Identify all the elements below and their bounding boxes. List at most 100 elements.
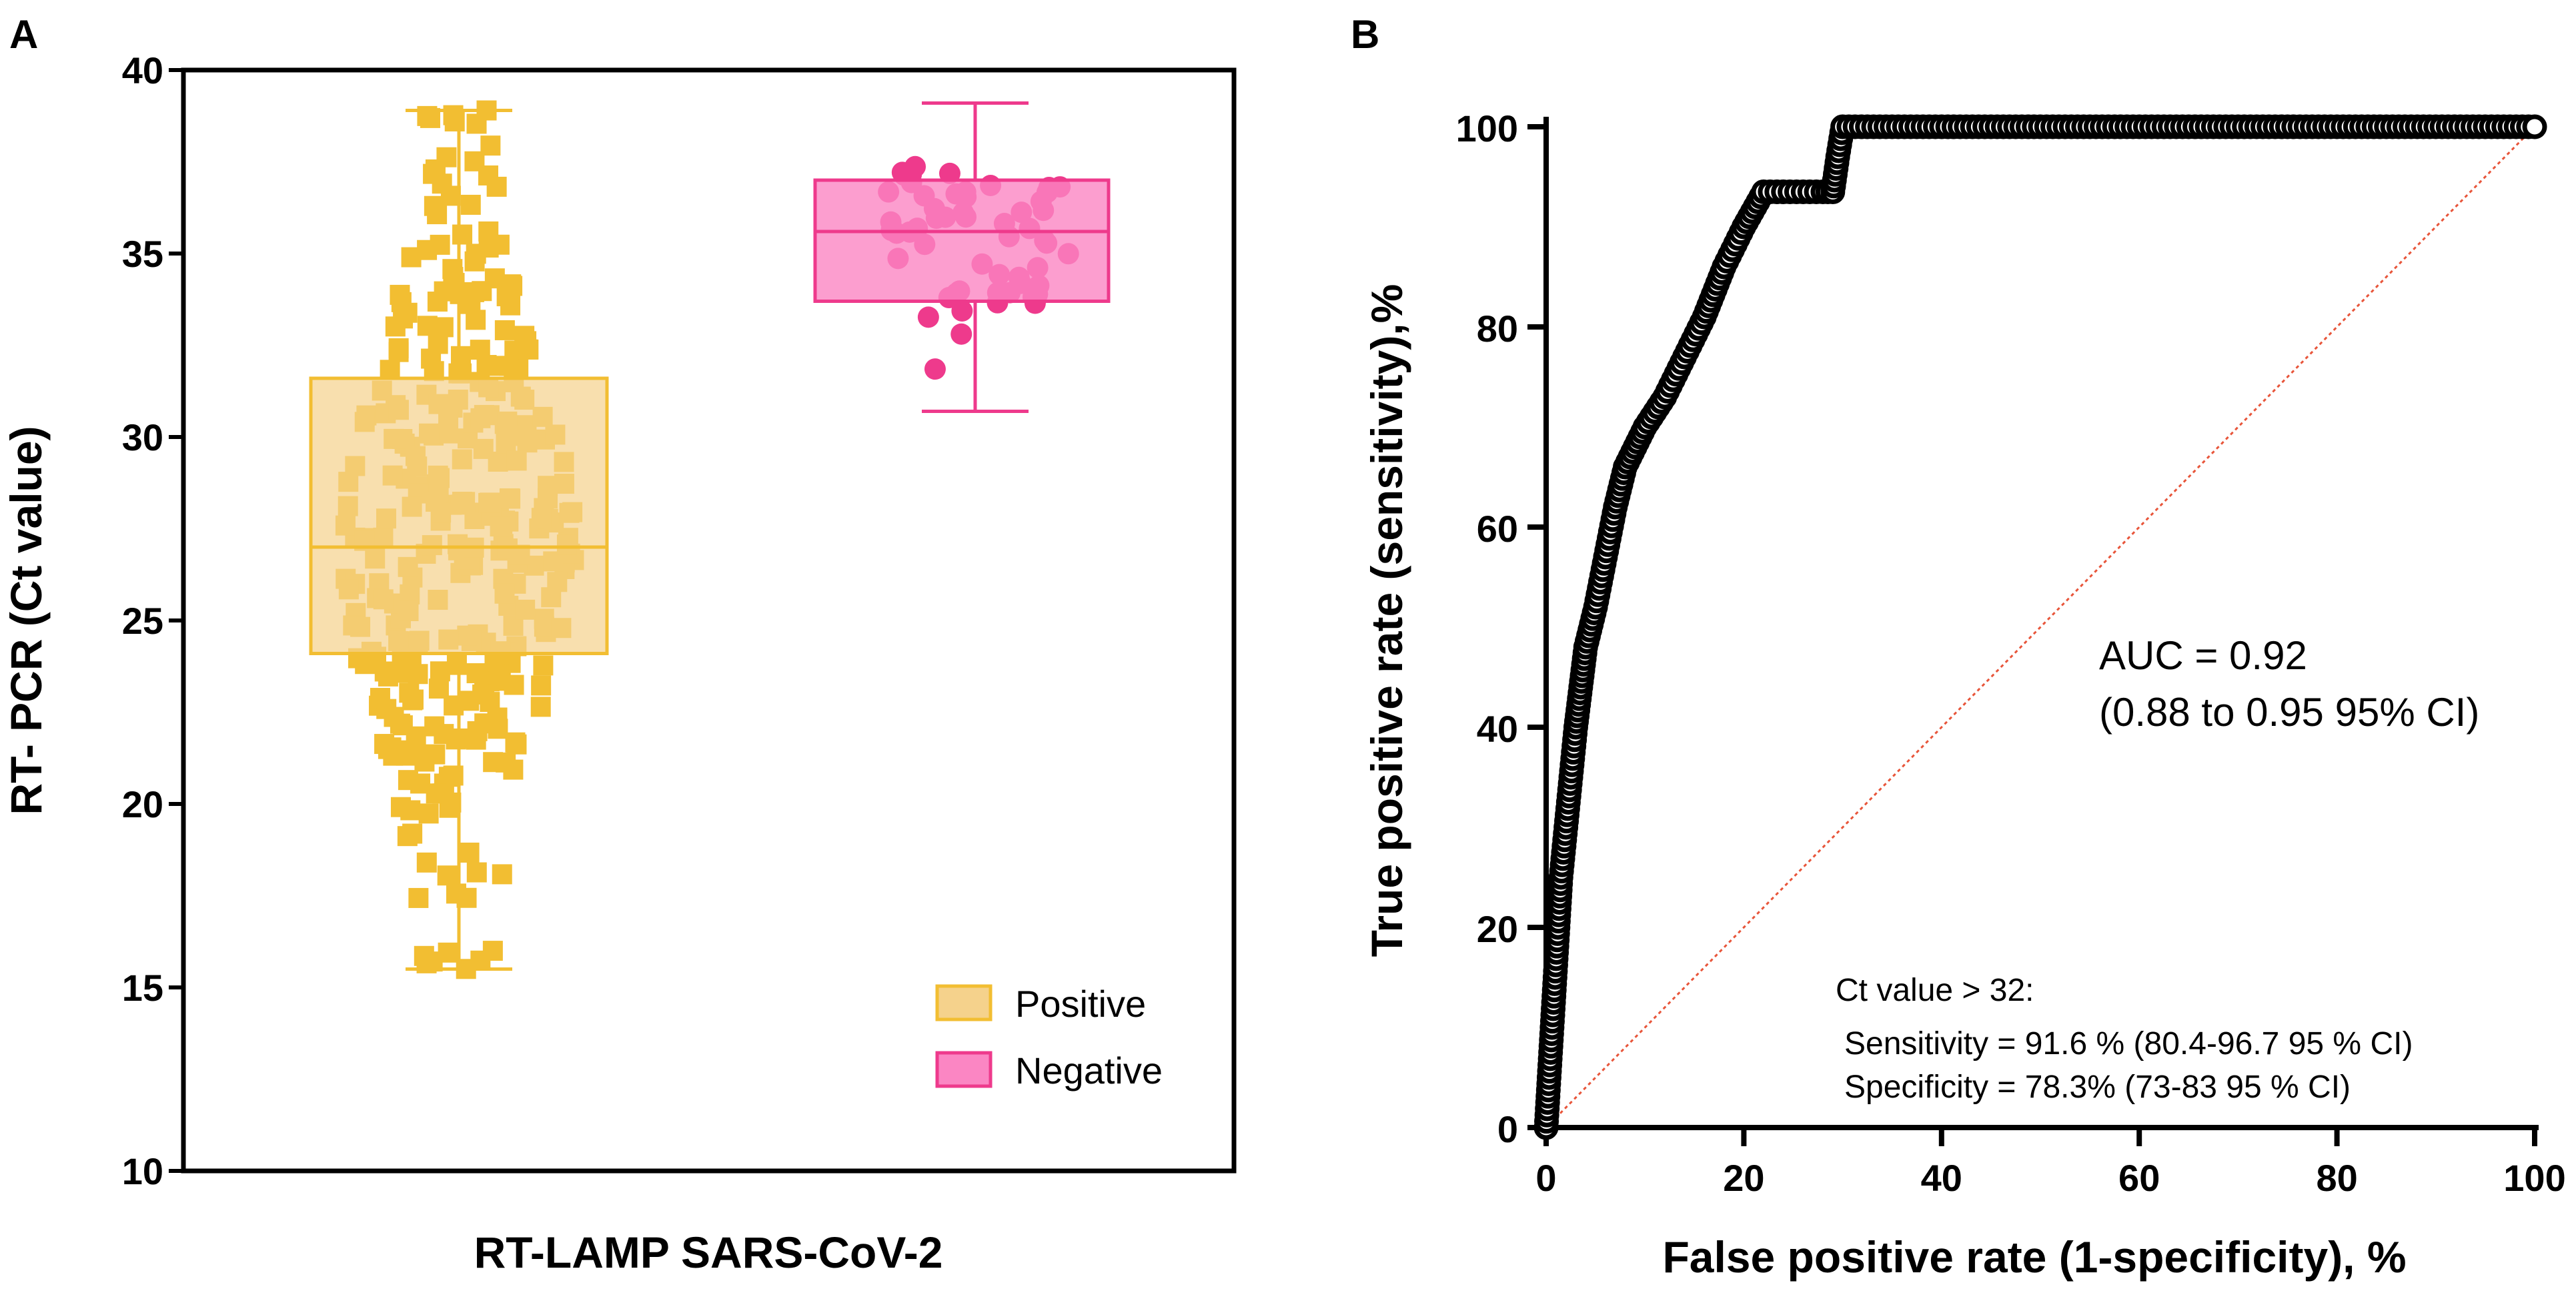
- data-point-positive: [452, 224, 473, 245]
- data-point-positive: [516, 331, 537, 352]
- data-point-positive: [492, 864, 512, 885]
- data-point-positive: [531, 675, 552, 696]
- y-axis-ticks: 10 15 20 25 30 35 40: [122, 49, 183, 1192]
- data-point-positive: [436, 147, 457, 167]
- positive-box: [309, 109, 609, 971]
- legend-swatch-negative: [935, 1051, 993, 1088]
- data-point-positive: [378, 739, 398, 759]
- data-point-positive: [533, 655, 554, 676]
- data-point-positive: [466, 862, 487, 883]
- y-axis-title-b: True positive rate (sensitivity),%: [1362, 284, 1411, 957]
- x-tick-label-b: 20: [1723, 1157, 1764, 1199]
- data-point-positive: [390, 284, 410, 305]
- negative-box: [813, 101, 1111, 413]
- data-point-positive: [406, 743, 426, 764]
- y-tick-label-b: 40: [1477, 708, 1518, 750]
- data-point-positive: [408, 887, 429, 908]
- y-tick-label-a: 10: [122, 1150, 163, 1192]
- data-point-positive: [402, 823, 423, 844]
- data-point-positive: [434, 724, 454, 745]
- panel-a-letter: A: [9, 12, 38, 57]
- specificity-label: Specificity = 78.3% (73-83 95 % CI): [1844, 1069, 2351, 1105]
- x-axis-title-a: RT-LAMP SARS-CoV-2: [474, 1228, 943, 1277]
- y-tick-label-a: 25: [122, 600, 163, 642]
- box-iqr: [309, 376, 609, 655]
- x-tick-label-b: 100: [2503, 1157, 2565, 1199]
- y-tick-label-a: 20: [122, 783, 163, 825]
- data-point-negative: [891, 161, 913, 183]
- data-point-positive: [490, 671, 511, 691]
- y-tick-label-b: 80: [1477, 308, 1518, 350]
- data-point-positive: [416, 852, 437, 873]
- data-point-positive: [433, 317, 454, 338]
- reference-line: [1545, 125, 2536, 1129]
- x-tick-label-b: 60: [2118, 1157, 2160, 1199]
- x-tick-label-b: 0: [1535, 1157, 1556, 1199]
- y-tick-label-a: 35: [122, 233, 163, 275]
- data-point-positive: [424, 195, 444, 216]
- data-point-positive: [483, 752, 504, 773]
- data-point-positive: [476, 355, 497, 376]
- panel-b: B 0 20 40 60 80 100 0 20 40 60 80 100 True positive…: [1351, 12, 2566, 1282]
- data-point-positive: [466, 310, 486, 330]
- data-point-positive: [446, 655, 467, 675]
- data-point-positive: [459, 842, 480, 863]
- data-point-positive: [402, 690, 423, 711]
- data-point-positive: [418, 803, 439, 824]
- box-iqr: [813, 178, 1111, 303]
- sensitivity-label: Sensitivity = 91.6 % (80.4-96.7 95 % CI): [1844, 1026, 2413, 1061]
- data-point-positive: [426, 783, 446, 804]
- data-point-positive: [464, 251, 485, 272]
- y-tick-label-b: 0: [1497, 1108, 1518, 1150]
- roc-axes: 0 20 40 60 80 100 0 20 40 60 80 100: [1456, 107, 2566, 1199]
- data-point-positive: [472, 684, 493, 705]
- data-point-positive: [460, 194, 481, 215]
- data-point-positive: [444, 695, 464, 716]
- data-point-positive: [390, 797, 411, 817]
- data-point-positive: [482, 941, 503, 961]
- legend-label-negative: Negative: [1015, 1049, 1163, 1092]
- data-point-positive: [427, 292, 448, 312]
- data-point-negative: [924, 358, 946, 380]
- data-point-positive: [430, 661, 450, 682]
- data-point-positive: [506, 734, 527, 755]
- panel-a: A 10 15 20 25 30 35 40 RT- PCR (Ct value) RT-L…: [1, 12, 1237, 1277]
- auc-ci-label: (0.88 to 0.95 95% CI): [2099, 690, 2479, 735]
- legend: Positive Negative: [935, 983, 1163, 1092]
- data-point-positive: [474, 713, 495, 734]
- data-point-positive: [530, 697, 551, 717]
- y-tick-label-b: 20: [1477, 908, 1518, 950]
- x-tick-label-b: 80: [2316, 1157, 2357, 1199]
- panel-b-letter: B: [1351, 12, 1379, 57]
- data-point-positive: [478, 165, 499, 186]
- data-point-positive: [388, 338, 409, 358]
- data-point-positive: [376, 699, 397, 719]
- y-tick-label-b: 100: [1456, 107, 1518, 149]
- y-tick-label-b: 60: [1477, 508, 1518, 550]
- data-point-positive: [428, 679, 449, 699]
- data-point-negative: [951, 300, 973, 322]
- data-point-negative: [950, 323, 973, 345]
- x-axis-title-b: False positive rate (1-specificity), %: [1662, 1232, 2406, 1282]
- auc-label: AUC = 0.92: [2099, 633, 2307, 678]
- data-point-positive: [451, 346, 472, 366]
- legend-label-positive: Positive: [1015, 983, 1146, 1025]
- x-tick-label-b: 40: [1921, 1157, 1962, 1199]
- data-point-positive: [397, 302, 418, 323]
- data-point-negative: [917, 306, 939, 328]
- data-point-positive: [501, 274, 522, 295]
- y-tick-label-a: 15: [122, 967, 163, 1009]
- data-point-positive: [437, 865, 458, 886]
- roc-curve: [1533, 114, 2547, 1140]
- data-point-positive: [480, 135, 501, 156]
- data-point-positive: [380, 360, 400, 380]
- data-point-positive: [472, 281, 492, 302]
- data-point-positive: [417, 240, 438, 260]
- legend-swatch-positive: [935, 984, 993, 1021]
- y-axis-title-a: RT- PCR (Ct value): [1, 426, 51, 815]
- y-tick-label-a: 30: [122, 416, 163, 458]
- ct-threshold-label: Ct value > 32:: [1836, 973, 2034, 1008]
- data-point-positive: [478, 221, 499, 242]
- roc-point: [2522, 114, 2547, 139]
